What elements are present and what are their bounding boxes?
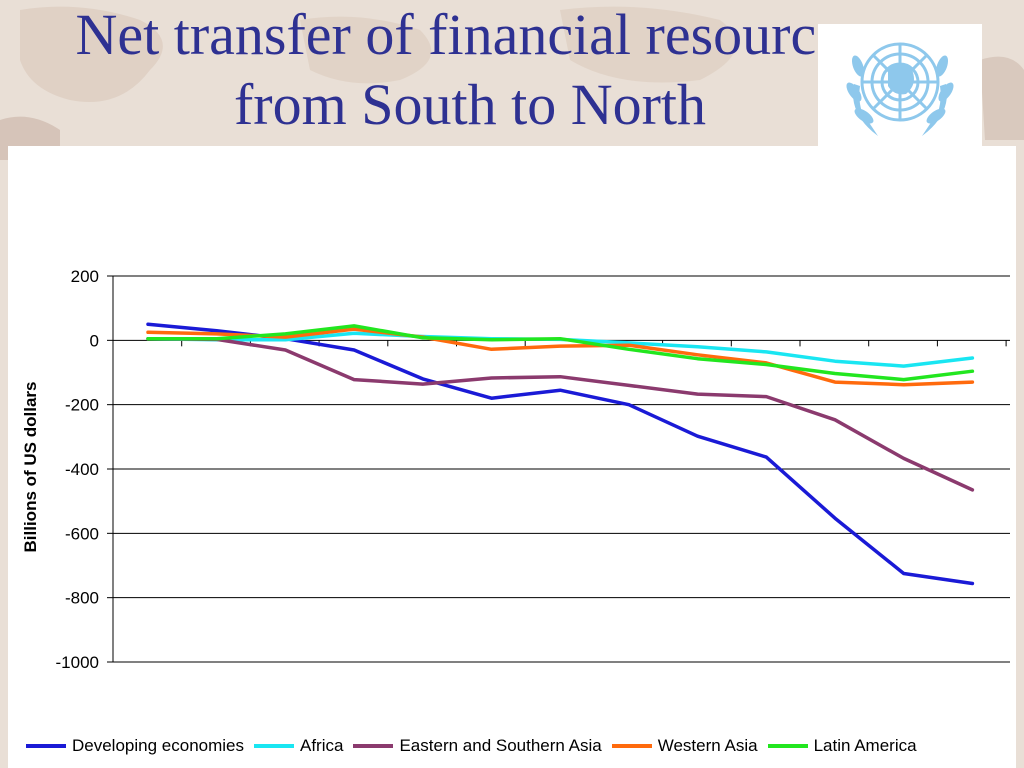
legend-label: Developing economies xyxy=(72,736,244,755)
y-tick-label: 0 xyxy=(90,331,99,350)
legend-swatch xyxy=(767,744,808,748)
y-tick-labels: 200 0 -200 -400 -600 -800 -1000 xyxy=(56,267,99,672)
y-tick-label: -1000 xyxy=(56,653,99,672)
legend-label: Western Asia xyxy=(657,736,758,755)
legend-label: Eastern and Southern Asia xyxy=(399,736,602,755)
legend-swatch xyxy=(611,744,652,748)
legend-swatch xyxy=(254,744,294,748)
legend-item: Latin America xyxy=(767,736,917,756)
y-tick-label: 200 xyxy=(71,267,99,286)
title-line-1: Net transfer of financial resources xyxy=(75,2,865,67)
legend-item: Eastern and Southern Asia xyxy=(353,736,602,756)
un-emblem-icon xyxy=(846,42,954,136)
legend-item: Africa xyxy=(254,736,343,756)
y-tick-label: -400 xyxy=(65,460,99,479)
chart-gridlines xyxy=(113,275,1010,663)
series-line-eastern-and-southern-asia xyxy=(146,336,975,492)
legend-swatch xyxy=(26,744,66,748)
series-line-western-asia xyxy=(146,327,975,387)
un-emblem-logo xyxy=(818,24,982,148)
legend-label: Africa xyxy=(300,736,344,755)
slide-title: Net transfer of financial resources from… xyxy=(0,0,940,140)
legend-item: Developing economies xyxy=(26,736,244,756)
y-tick-label: -200 xyxy=(65,396,99,415)
y-axis-label: Billions of US dollars xyxy=(21,382,40,553)
legend-swatch xyxy=(353,744,394,748)
series-line-latin-america xyxy=(146,324,975,382)
y-tick-label: -800 xyxy=(65,589,99,608)
y-tick-label: -600 xyxy=(65,524,99,543)
title-line-2: from South to North xyxy=(233,72,707,137)
legend-label: Latin America xyxy=(813,736,917,755)
chart-legend: Developing economies Africa Eastern and So… xyxy=(26,734,1016,758)
chart-series xyxy=(146,322,975,586)
chart-panel xyxy=(8,146,1016,768)
legend-item: Western Asia xyxy=(611,736,758,756)
